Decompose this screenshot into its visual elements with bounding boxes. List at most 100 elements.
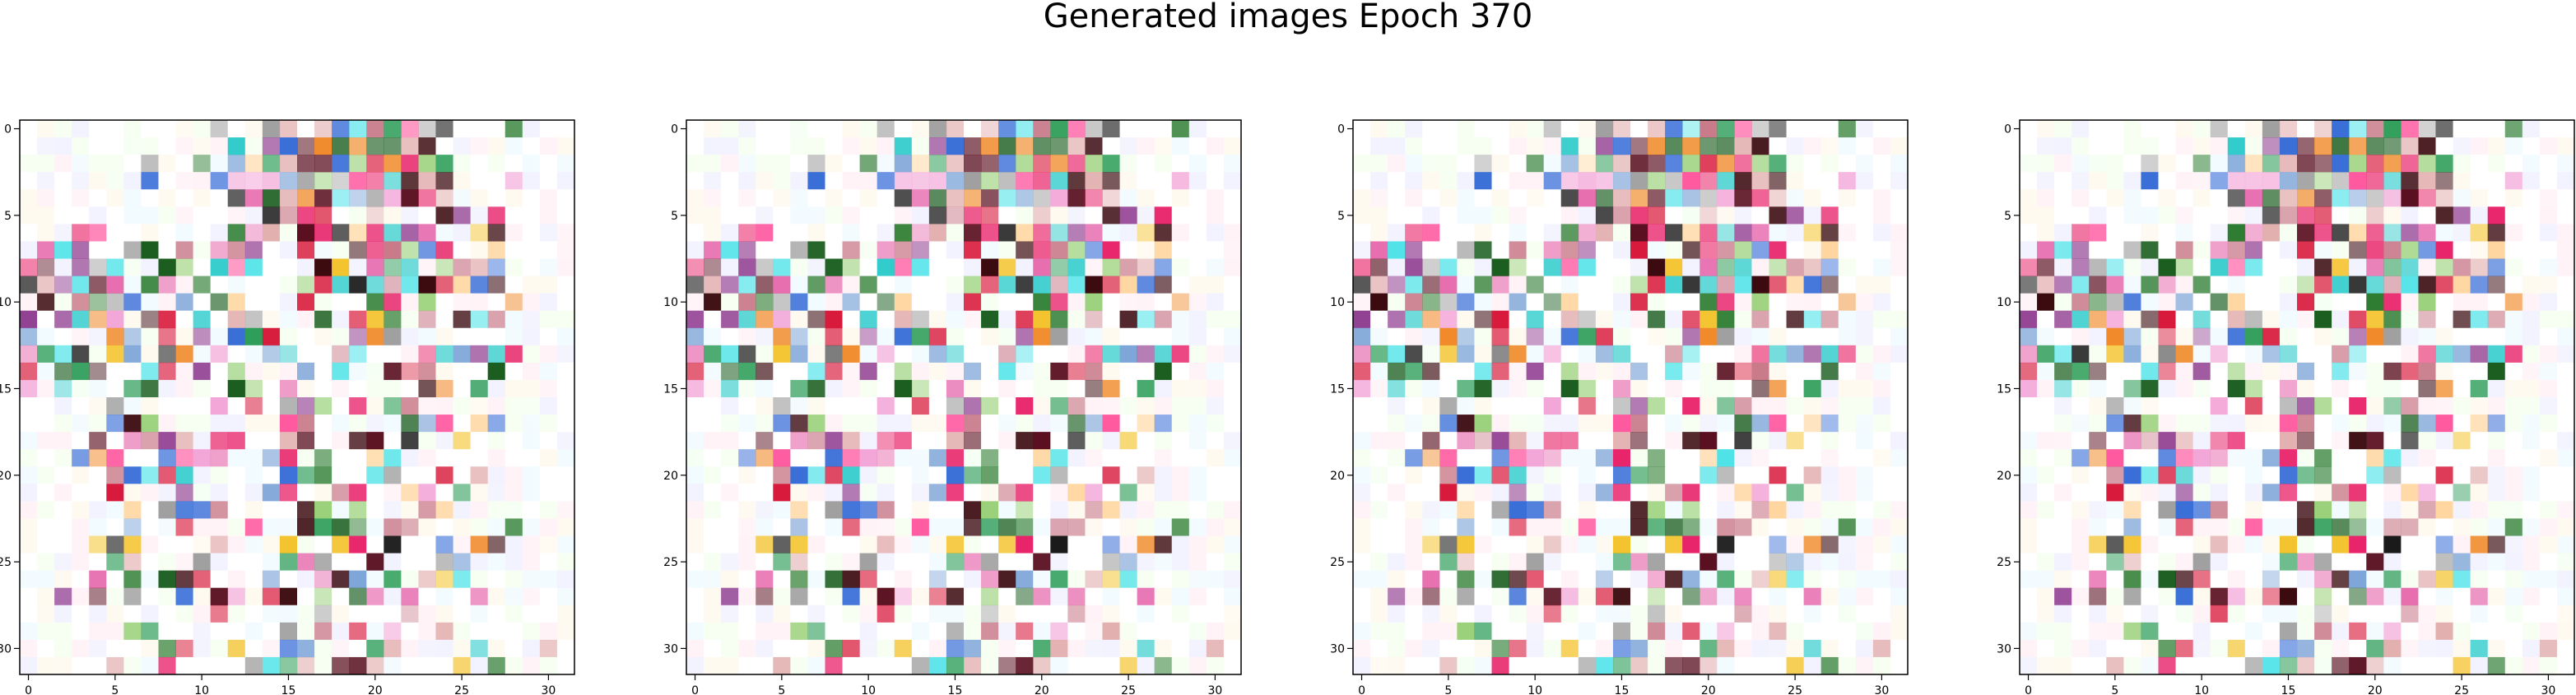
pixel-cell [244,518,263,536]
pixel-cell [2020,484,2038,502]
pixel-cell [384,379,402,398]
pixel-cell [2556,241,2575,259]
pixel-cell [2366,155,2384,173]
pixel-cell [505,155,523,173]
pixel-cell [123,155,142,173]
pixel-cell [2141,241,2159,259]
pixel-cell [2106,120,2124,138]
pixel-cell [2175,484,2194,502]
pixel-cell [2504,432,2523,450]
pixel-cell [2175,605,2194,623]
pixel-cell [2192,155,2211,173]
pixel-cell [175,415,194,433]
pixel-cell [2418,172,2436,190]
pixel-cell [89,639,107,658]
pixel-cell [2418,570,2436,589]
pixel-cell [314,224,332,242]
pixel-cell [89,206,107,225]
pixel-cell [2504,172,2523,190]
pixel-cell [262,449,281,467]
pixel-cell [556,518,575,536]
pixel-cell [20,293,38,312]
pixel-cell [2192,241,2211,259]
pixel-cell [453,172,472,190]
pixel-cell [2418,155,2436,173]
pixel-cell [72,379,90,398]
pixel-cell [418,362,436,381]
pixel-cell [522,137,541,155]
pixel-cell [2453,397,2471,415]
pixel-cell [2192,189,2211,207]
pixel-cell [2192,535,2211,554]
pixel-cell [435,415,453,433]
pixel-cell [2556,189,2575,207]
pixel-cell [54,362,72,381]
pixel-cell [158,570,176,589]
pixel-cell [366,293,384,312]
pixel-cell [505,415,523,433]
pixel-cell [487,327,506,346]
pixel-cell [435,137,453,155]
pixel-cell [297,518,315,536]
pixel-cell [141,258,159,276]
pixel-cell [20,362,38,381]
pixel-cell [297,224,315,242]
pixel-cell [470,397,489,415]
pixel-cell [2383,224,2402,242]
pixel-cell [193,224,212,242]
pixel-cell [2470,120,2489,138]
pixel-cell [314,120,332,138]
pixel-cell [175,639,194,658]
pixel-cell [505,172,523,190]
pixel-cell [2141,656,2159,675]
pixel-cell [141,449,159,467]
pixel-cell [435,189,453,207]
pixel-cell [2504,206,2523,225]
pixel-cell [332,466,350,484]
pixel-cell [37,241,55,259]
pixel-cell [279,258,298,276]
pixel-cell [366,570,384,589]
pixel-cell [505,587,523,606]
pixel-cell [2539,397,2558,415]
pixel-cell [2366,172,2384,190]
pixel-cell [106,258,124,276]
pixel-cell [2297,327,2315,346]
pixel-cell [539,535,558,554]
pixel-cell [332,241,350,259]
pixel-cell [37,345,55,364]
pixel-cell [2539,501,2558,519]
pixel-cell [453,120,472,138]
pixel-cell [193,362,212,381]
pixel-cell [2106,535,2124,554]
pixel-cell [539,449,558,467]
pixel-cell [2071,345,2090,364]
pixel-cell [2435,622,2453,641]
pixel-cell [2435,379,2453,398]
pixel-cell [210,362,229,381]
pixel-cell [2106,587,2124,606]
pixel-cell [2332,605,2350,623]
pixel-cell [2106,415,2124,433]
pixel-cell [384,449,402,467]
pixel-cell [262,293,281,312]
pixel-cell [2539,622,2558,641]
pixel-cell [106,432,124,450]
pixel-cell [556,570,575,589]
pixel-cell [141,397,159,415]
pixel-cell [2106,206,2124,225]
pixel-cell [279,206,298,225]
pixel-cell [106,501,124,519]
pixel-cell [2522,120,2541,138]
pixel-cell [435,241,453,259]
pixel-cell [2262,415,2281,433]
pixel-cell [2401,293,2419,312]
pixel-cell [2158,189,2176,207]
pixel-cell [332,570,350,589]
pixel-cell [453,155,472,173]
pixel-cell [20,484,38,502]
pixel-cell [262,570,281,589]
pixel-cell [2522,570,2541,589]
pixel-cell [2227,189,2246,207]
pixel-cell [2210,501,2229,519]
